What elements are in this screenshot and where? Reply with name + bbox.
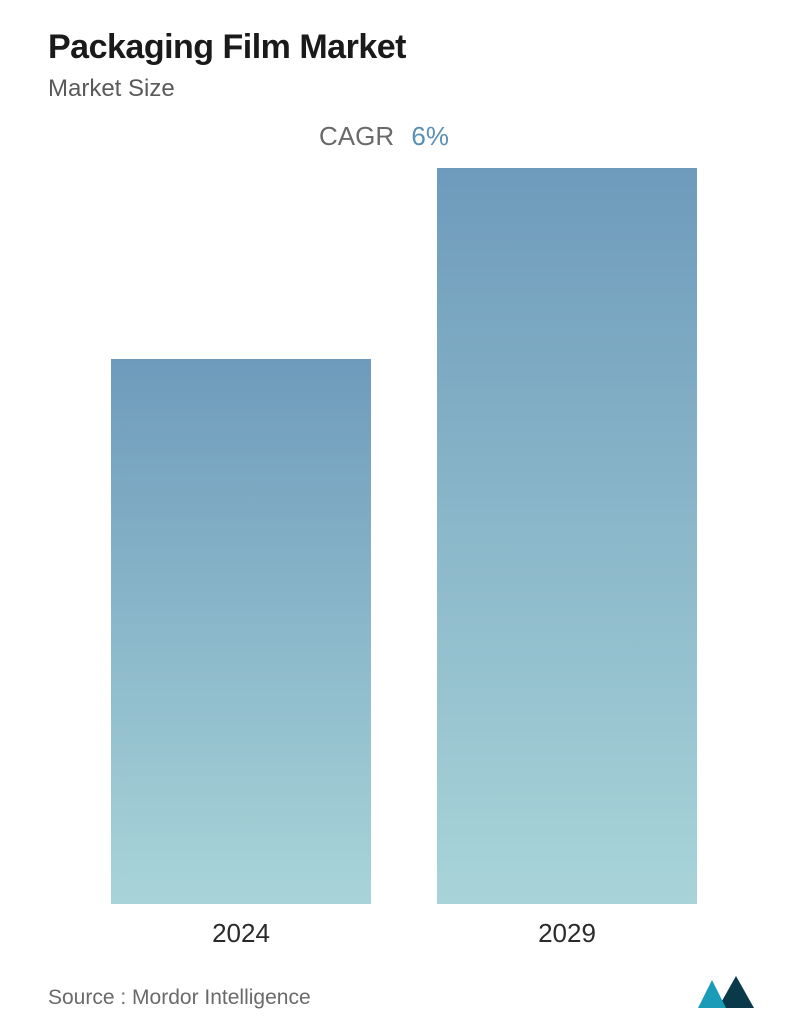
bar-slot-0 bbox=[111, 168, 371, 904]
bar-chart: 2024 2029 bbox=[48, 168, 760, 954]
xlabel-0: 2024 bbox=[111, 904, 371, 954]
bar-2024 bbox=[111, 359, 371, 904]
bar-2029 bbox=[437, 168, 697, 904]
x-axis-labels: 2024 2029 bbox=[48, 904, 760, 954]
footer: Source : Mordor Intelligence bbox=[48, 968, 760, 1010]
chart-container: Packaging Film Market Market Size CAGR 6… bbox=[0, 0, 796, 1034]
cagr-label: CAGR bbox=[319, 121, 394, 151]
page-subtitle: Market Size bbox=[48, 75, 760, 103]
cagr-value: 6% bbox=[411, 121, 449, 151]
page-title: Packaging Film Market bbox=[48, 28, 760, 67]
bars-wrap bbox=[48, 168, 760, 904]
bar-slot-1 bbox=[437, 168, 697, 904]
cagr-row: CAGR 6% bbox=[8, 121, 760, 152]
brand-logo-icon bbox=[696, 974, 760, 1010]
source-text: Source : Mordor Intelligence bbox=[48, 986, 311, 1010]
xlabel-1: 2029 bbox=[437, 904, 697, 954]
